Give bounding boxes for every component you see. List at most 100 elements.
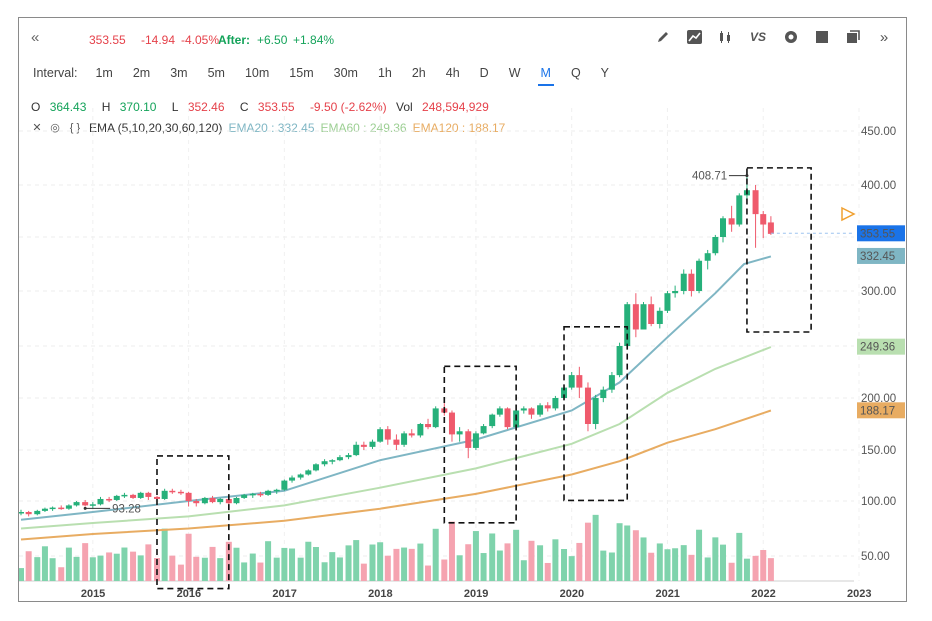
low-value: L 352.46 [171,100,225,114]
interval-m[interactable]: M [537,66,555,86]
vs-compare-icon[interactable]: VS [749,30,766,44]
price-change-pct: -4.05% [181,33,220,47]
candle-body [712,237,719,254]
y-tick-label: 400.00 [861,180,896,192]
candle-body [130,494,137,498]
ema20-price-label-bg [857,247,905,264]
price-chart[interactable]: 450.00400.00350.00300.00250.00200.00150.… [19,18,906,601]
volume-bar [696,529,703,581]
candle-body [728,218,735,225]
candle-body [153,496,160,499]
candle-body [600,389,607,398]
volume-bar [448,521,455,581]
volume-bar [704,557,711,581]
candle-body [489,414,496,427]
ema20-price-label: 332.45 [860,251,895,263]
interval-1m[interactable]: 1m [95,66,113,80]
candle-body [624,304,631,346]
chart-widget: « 353.55 -14.94 -4.05% After: +6.50 +1.8… [18,17,907,602]
line-chart-icon[interactable] [686,29,702,45]
candle-body [393,439,400,445]
y-tick-label: 450.00 [861,126,896,138]
volume-bar [113,553,120,581]
candle-body [233,497,240,504]
volume-bar [584,522,591,581]
candle-body [568,375,575,388]
candle-body [281,480,288,490]
candle-body [696,260,703,291]
candle-body [336,457,343,461]
code-braces-icon[interactable]: { } [69,122,81,134]
volume-bar [225,541,232,581]
volume-bar [353,540,360,581]
interval-w[interactable]: W [508,66,521,80]
volume-bar [58,567,65,581]
close-change: -9.50 (-2.62%) [309,100,387,114]
interval-2h[interactable]: 2h [411,66,426,80]
interval-d[interactable]: D [479,66,489,80]
volume-bar [592,514,599,581]
candlestick-icon[interactable] [717,29,733,45]
volume-bar [73,556,80,581]
x-tick-label: 2023 [847,588,871,600]
interval-30m[interactable]: 30m [333,66,358,80]
interval-1h[interactable]: 1h [377,66,392,80]
candle-body [329,460,336,462]
highlight-box [563,325,629,502]
settings-icon[interactable] [783,29,799,45]
candle-body [169,490,176,493]
volume-bar [257,562,264,581]
volume-bar [736,532,743,581]
volume-value: Vol 248,594,929 [395,100,489,114]
after-hours-pct: +1.84% [293,33,335,47]
y-tick-label: 50.00 [861,551,890,563]
interval-3m[interactable]: 3m [170,66,188,80]
candle-body [273,489,280,492]
interval-5m[interactable]: 5m [207,66,225,80]
volume-bar [121,547,128,581]
candle-body [561,387,568,398]
last-price-label: 353.55 [860,228,895,240]
candle-body [736,195,743,225]
interval-10m[interactable]: 10m [244,66,270,80]
x-tick-label: 2016 [177,588,201,600]
candle-body [680,273,687,291]
volume-bar [401,547,408,581]
visibility-icon[interactable]: ◎ [50,122,60,134]
ema120-price-label: 188.17 [860,405,895,417]
double-chevron-right-icon[interactable]: » [879,28,889,46]
triangle-marker-icon [841,206,856,222]
highlight-box [156,455,230,590]
volume-bar [760,550,767,581]
volume-bar [161,528,168,581]
candle-body [472,433,479,448]
x-tick-label: 2018 [368,588,392,600]
candle-body [19,512,24,514]
interval-15m[interactable]: 15m [289,66,314,80]
candle-body [720,218,727,237]
volume-bar [648,552,655,581]
close-icon[interactable]: ✕ [32,122,42,134]
volume-bar [544,562,551,581]
candle-body [480,426,487,434]
candle-body [425,424,432,428]
volume-bar [273,557,280,581]
interval-q[interactable]: Q [570,66,581,80]
pencil-icon[interactable] [655,29,671,45]
candle-body [592,398,599,424]
candle-body [640,304,647,330]
volume-bar [281,547,288,581]
ema20-line [20,255,772,521]
interval-2m[interactable]: 2m [132,66,151,80]
volume-bar [743,558,750,581]
volume-bar [193,556,200,581]
interval-4h[interactable]: 4h [445,66,460,80]
volume-bar [672,548,679,581]
copy-icon[interactable] [845,29,861,45]
interval-y[interactable]: Y [600,66,610,80]
volume-bar [417,543,424,581]
double-chevron-left-icon[interactable]: « [31,29,40,46]
candle-body [265,490,272,495]
volume-bar [561,549,568,581]
fullscreen-icon[interactable] [814,29,830,45]
